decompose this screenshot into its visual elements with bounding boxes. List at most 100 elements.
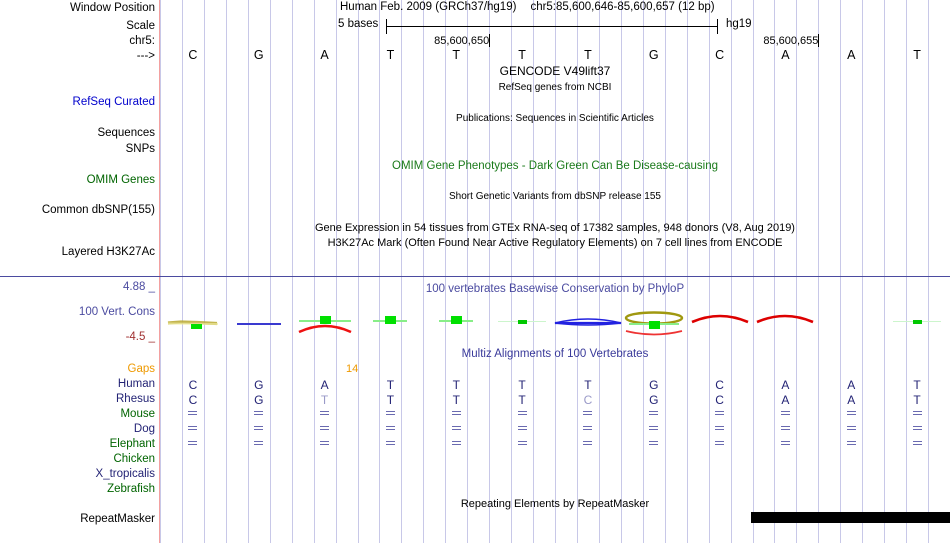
label-strand-arrow[interactable]: ---> [136,50,155,62]
grid-line [687,0,688,543]
alignment-base: G [649,393,659,407]
conservation-block [319,316,331,324]
sequence-base: C [188,48,198,62]
label-100-vert-cons[interactable]: 100 Vert. Cons [78,306,155,318]
ruler-tick [818,34,820,47]
alignment-base: C [188,378,198,392]
grid-line [643,0,644,543]
label-sequences[interactable]: Sequences [97,127,155,139]
alignment-base: C [583,393,593,407]
h3k27ac-track-title[interactable]: H3K27Ac Mark (Often Found Near Active Re… [327,237,783,249]
alignment-base: T [320,393,329,407]
gtex-track-title[interactable]: Gene Expression in 54 tissues from GTEx … [315,222,795,234]
label-gaps[interactable]: Gaps [127,363,156,375]
alignment-base: T [913,393,921,407]
publications-track-title[interactable]: Publications: Sequences in Scientific Ar… [456,113,654,124]
grid-line [489,0,490,543]
alignment-base: G [254,393,264,407]
refseq-track-title[interactable]: RefSeq genes from NCBI [498,82,612,93]
label-dog[interactable]: Dog [133,423,155,435]
ruler-tick [489,34,491,47]
label-refseq-curated[interactable]: RefSeq Curated [72,96,155,108]
grid-line [928,0,929,543]
grid-line [665,0,666,543]
label-cons-min: -4.5 _ [125,331,155,343]
grid-line [270,0,271,543]
sequence-base: C [715,48,725,62]
alignment-base: A [781,393,790,407]
conservation-lens-blue [552,315,624,329]
sequence-base: T [518,48,526,62]
phylop-track-title[interactable]: 100 vertebrates Basewise Conservation by… [425,283,685,295]
alignment-base: T [386,393,395,407]
alignment-base: C [715,378,724,392]
assembly-db-label: hg19 [726,18,752,30]
repeatmasker-track-title[interactable]: Repeating Elements by RepeatMasker [460,498,650,510]
position-range: chr5:85,600,646-85,600,657 (12 bp) [530,1,715,13]
sequence-base: T [452,48,461,62]
omim-track-title[interactable]: OMIM Gene Phenotypes - Dark Green Can Be… [392,160,718,172]
label-x-tropicalis[interactable]: X_tropicalis [95,468,155,480]
alignment-base: T [913,378,921,392]
label-cons-max: 4.88 _ [123,281,155,293]
grid-line [709,0,710,543]
label-snps[interactable]: SNPs [125,143,155,155]
grid-line [358,0,359,543]
grid-line [248,0,249,543]
grid-line [796,0,797,543]
label-chicken[interactable]: Chicken [113,453,155,465]
grid-line [753,0,754,543]
alignment-base: T [518,378,526,392]
conservation-block [648,321,660,329]
alignment-base: G [649,378,659,392]
grid-line [533,0,534,543]
label-mouse[interactable]: Mouse [120,408,155,420]
grid-line [840,0,841,543]
scale-label: 5 bases [338,18,379,30]
label-human[interactable]: Human [117,378,155,390]
grid-line [445,0,446,543]
label-window-position[interactable]: Window Position [69,2,155,14]
conservation-peak-red [755,310,815,326]
grid-line [555,0,556,543]
grid-line [423,0,424,543]
label-zebrafish[interactable]: Zebrafish [107,483,155,495]
alignment-base: T [386,378,395,392]
conservation-peak-red [690,310,750,326]
label-rhesus[interactable]: Rhesus [116,393,155,405]
sequence-base: T [913,48,921,62]
grid-line [160,0,161,543]
sequence-base: G [648,48,659,62]
grid-line [599,0,600,543]
grid-line [884,0,885,543]
grid-line [731,0,732,543]
dbsnp-track-title[interactable]: Short Genetic Variants from dbSNP releas… [449,191,661,202]
grid-line [292,0,293,543]
sequence-base: G [253,48,264,62]
alignment-base: A [781,378,790,392]
grid-line [204,0,205,543]
conservation-smear-olive [167,317,219,329]
gencode-track-title[interactable]: GENCODE V49lift37 [499,64,611,78]
scale-bar [386,19,718,34]
multiz-track-title[interactable]: Multiz Alignments of 100 Vertebrates [461,348,649,360]
alignment-base: C [188,393,198,407]
alignment-base: T [452,378,460,392]
label-layered-h3k27ac[interactable]: Layered H3K27Ac [61,246,155,258]
alignment-base: G [254,378,264,392]
conservation-label-separator [0,276,160,277]
label-common-dbsnp[interactable]: Common dbSNP(155) [41,204,155,216]
label-elephant[interactable]: Elephant [109,438,155,450]
left-boundary-line [159,0,160,543]
grid-line [511,0,512,543]
repeatmasker-feature-bar[interactable] [751,512,950,523]
grid-line [621,0,622,543]
label-repeatmasker[interactable]: RepeatMasker [80,513,155,525]
alignment-base: T [518,393,526,407]
sequence-base: A [847,48,856,62]
label-omim-genes[interactable]: OMIM Genes [86,174,155,186]
label-chrom[interactable]: chr5: [129,35,155,47]
grid-line [774,0,775,543]
grid-line [336,0,337,543]
label-scale[interactable]: Scale [126,20,155,32]
